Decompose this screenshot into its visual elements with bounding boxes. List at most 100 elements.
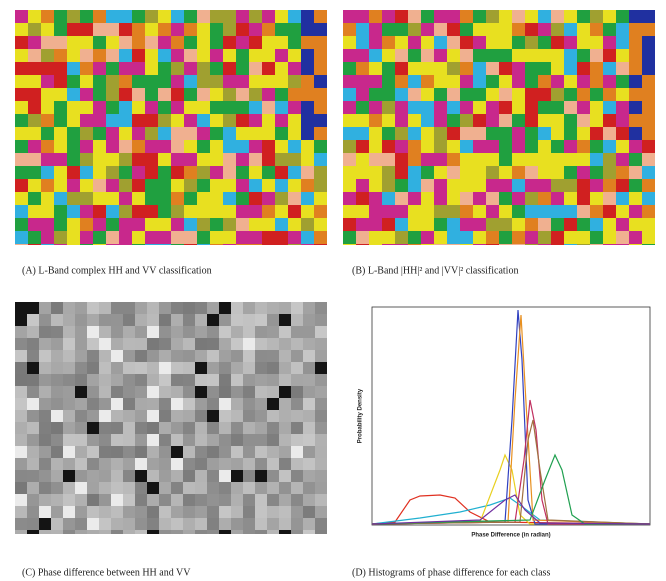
pixel-block xyxy=(262,88,275,101)
pixel-block xyxy=(434,49,447,62)
pixel-block xyxy=(551,75,564,88)
pixel-block xyxy=(15,140,28,153)
pixel-block xyxy=(63,314,75,326)
pixel-block xyxy=(223,205,236,218)
pixel-block xyxy=(184,10,197,23)
pixel-block xyxy=(301,153,314,166)
pixel-block xyxy=(486,140,499,153)
pixel-block xyxy=(603,166,616,179)
pixel-block xyxy=(255,506,267,518)
pixel-block xyxy=(207,482,219,494)
pixel-block xyxy=(343,49,356,62)
pixel-block xyxy=(486,127,499,140)
pixel-block xyxy=(111,386,123,398)
pixel-block xyxy=(538,231,551,244)
pixel-block xyxy=(236,75,249,88)
pixel-block xyxy=(315,494,327,506)
pixel-block xyxy=(301,10,314,23)
pixel-block xyxy=(343,101,356,114)
pixel-block xyxy=(314,231,327,244)
pixel-block xyxy=(473,205,486,218)
pixel-block xyxy=(434,218,447,231)
pixel-block xyxy=(262,179,275,192)
pixel-block xyxy=(486,23,499,36)
pixel-block xyxy=(564,218,577,231)
pixel-block xyxy=(80,10,93,23)
pixel-block xyxy=(171,192,184,205)
pixel-block xyxy=(590,218,603,231)
pixel-block xyxy=(171,36,184,49)
pixel-block xyxy=(447,49,460,62)
pixel-block xyxy=(249,244,262,245)
pixel-block xyxy=(145,101,158,114)
pixel-block xyxy=(369,179,382,192)
pixel-block xyxy=(279,326,291,338)
pixel-block xyxy=(315,446,327,458)
pixel-block xyxy=(473,10,486,23)
pixel-block xyxy=(408,23,421,36)
pixel-block xyxy=(231,446,243,458)
pixel-block xyxy=(63,506,75,518)
pixel-block xyxy=(28,218,41,231)
pixel-block xyxy=(538,114,551,127)
pixel-block xyxy=(75,362,87,374)
figure: Probability Density Phase Difference (in… xyxy=(0,0,666,581)
pixel-block xyxy=(99,530,111,534)
pixel-block xyxy=(460,88,473,101)
pixel-block xyxy=(255,338,267,350)
pixel-block xyxy=(106,62,119,75)
pixel-block xyxy=(75,326,87,338)
pixel-block xyxy=(210,88,223,101)
pixel-block xyxy=(629,166,642,179)
pixel-block xyxy=(51,374,63,386)
pixel-block xyxy=(197,23,210,36)
pixel-block xyxy=(80,231,93,244)
pixel-block xyxy=(421,36,434,49)
pixel-block xyxy=(314,140,327,153)
pixel-block xyxy=(158,88,171,101)
pixel-block xyxy=(447,88,460,101)
pixel-block xyxy=(135,386,147,398)
pixel-block xyxy=(512,62,525,75)
pixel-block xyxy=(382,244,395,245)
pixel-block xyxy=(382,10,395,23)
pixel-block xyxy=(255,446,267,458)
pixel-block xyxy=(616,23,629,36)
pixel-block xyxy=(197,127,210,140)
pixel-block xyxy=(231,314,243,326)
pixel-block xyxy=(183,422,195,434)
pixel-block xyxy=(315,302,327,314)
pixel-block xyxy=(301,192,314,205)
pixel-block xyxy=(525,179,538,192)
pixel-block xyxy=(473,101,486,114)
pixel-block xyxy=(119,205,132,218)
pixel-block xyxy=(551,114,564,127)
pixel-block xyxy=(197,49,210,62)
pixel-block xyxy=(63,482,75,494)
pixel-block xyxy=(111,326,123,338)
pixel-block xyxy=(197,153,210,166)
pixel-block xyxy=(219,506,231,518)
pixel-block xyxy=(147,422,159,434)
pixel-block xyxy=(616,88,629,101)
pixel-block xyxy=(255,350,267,362)
pixel-block xyxy=(41,49,54,62)
pixel-block xyxy=(207,422,219,434)
pixel-block xyxy=(525,218,538,231)
pixel-block xyxy=(421,114,434,127)
pixel-block xyxy=(315,470,327,482)
pixel-block xyxy=(434,36,447,49)
pixel-block xyxy=(395,231,408,244)
pixel-block xyxy=(15,362,27,374)
pixel-block xyxy=(291,446,303,458)
pixel-block xyxy=(408,140,421,153)
pixel-block xyxy=(486,101,499,114)
pixel-block xyxy=(421,153,434,166)
pixel-block xyxy=(27,374,39,386)
pixel-block xyxy=(207,374,219,386)
pixel-block xyxy=(184,192,197,205)
pixel-block xyxy=(460,153,473,166)
pixel-block xyxy=(301,140,314,153)
pixel-block xyxy=(197,166,210,179)
pixel-block xyxy=(28,62,41,75)
